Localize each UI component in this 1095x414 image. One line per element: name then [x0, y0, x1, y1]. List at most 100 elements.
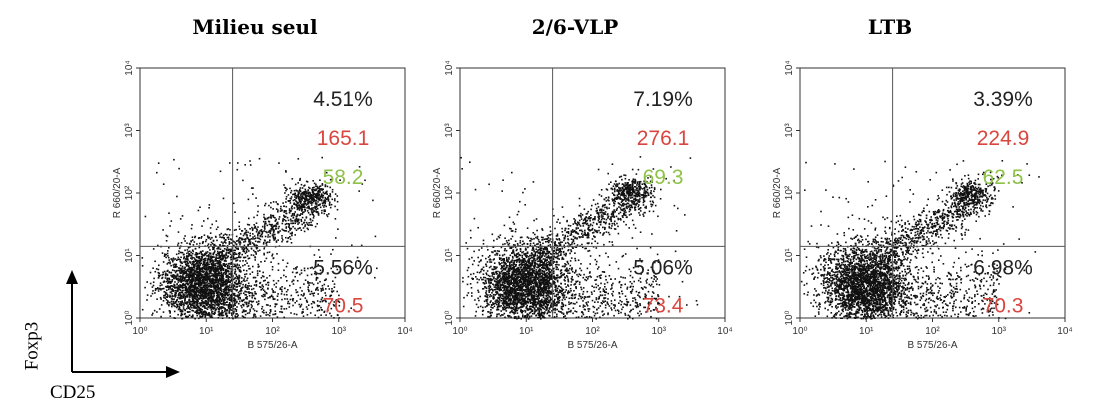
event-dot — [211, 267, 213, 269]
event-dot — [258, 266, 260, 268]
event-dot — [279, 230, 281, 232]
event-dot — [264, 260, 266, 262]
event-dot — [479, 261, 481, 263]
event-dot — [211, 280, 213, 282]
event-dot — [293, 280, 295, 282]
event-dot — [191, 289, 193, 291]
event-dot — [187, 251, 189, 253]
event-dot — [530, 243, 532, 245]
event-dot — [556, 295, 558, 297]
event-dot — [319, 196, 321, 198]
event-dot — [197, 271, 199, 273]
event-dot — [195, 253, 197, 255]
event-dot — [302, 217, 304, 219]
event-dot — [251, 305, 253, 307]
event-dot — [254, 259, 256, 261]
event-dot — [269, 296, 271, 298]
event-dot — [255, 277, 257, 279]
event-dot — [315, 289, 317, 291]
event-dot — [313, 215, 315, 217]
event-dot — [332, 249, 334, 251]
event-dot — [265, 236, 267, 238]
event-dot — [245, 314, 247, 316]
event-dot — [284, 294, 286, 296]
event-dot — [210, 232, 212, 234]
event-dot — [244, 264, 246, 266]
event-dot — [219, 283, 221, 285]
event-dot — [222, 277, 224, 279]
event-dot — [223, 235, 225, 237]
event-dot — [277, 293, 279, 295]
event-dot — [267, 282, 269, 284]
event-dot — [183, 254, 185, 256]
event-dot — [203, 285, 205, 287]
event-dot — [156, 172, 158, 174]
event-dot — [214, 307, 216, 309]
event-dot — [316, 205, 318, 207]
event-dot — [199, 274, 201, 276]
event-dot — [199, 281, 201, 283]
event-dot — [180, 301, 182, 303]
event-dot — [240, 256, 242, 258]
event-dot — [255, 197, 257, 199]
event-dot — [248, 199, 250, 201]
event-dot — [294, 213, 296, 215]
event-dot — [206, 301, 208, 303]
event-dot — [209, 252, 211, 254]
event-dot — [286, 189, 288, 191]
event-dot — [500, 310, 502, 312]
event-dot — [217, 284, 219, 286]
event-dot — [204, 288, 206, 290]
event-dot — [308, 222, 310, 224]
event-dot — [275, 310, 277, 312]
event-dot — [188, 300, 190, 302]
event-dot — [223, 238, 225, 240]
event-dot — [241, 301, 243, 303]
event-dot — [299, 196, 301, 198]
event-dot — [278, 162, 280, 164]
event-dot — [272, 292, 274, 294]
event-dot — [162, 229, 164, 231]
event-dot — [188, 247, 190, 249]
event-dot — [284, 216, 286, 218]
event-dot — [191, 307, 193, 309]
event-dot — [296, 201, 298, 203]
event-dot — [256, 231, 258, 233]
event-dot — [189, 295, 191, 297]
event-dot — [285, 201, 287, 203]
event-dot — [217, 266, 219, 268]
event-dot — [183, 303, 185, 305]
event-dot — [224, 308, 226, 310]
event-dot — [215, 256, 217, 258]
event-dot — [191, 228, 193, 230]
event-dot — [194, 318, 196, 320]
event-dot — [307, 210, 309, 212]
event-dot — [217, 295, 219, 297]
event-dot — [272, 314, 274, 316]
event-dot — [294, 220, 296, 222]
event-dot — [309, 282, 311, 284]
event-dot — [223, 307, 225, 309]
event-dot — [301, 221, 303, 223]
event-dot — [522, 244, 524, 246]
event-dot — [222, 294, 224, 296]
event-dot — [192, 251, 194, 253]
event-dot — [319, 301, 321, 303]
event-dot — [308, 284, 310, 286]
event-dot — [308, 304, 310, 306]
event-dot — [215, 308, 217, 310]
event-dot — [264, 205, 266, 207]
event-dot — [189, 296, 191, 298]
event-dot — [471, 287, 473, 289]
event-dot — [257, 229, 259, 231]
event-dot — [273, 232, 275, 234]
event-dot — [237, 169, 239, 171]
event-dot — [214, 250, 216, 252]
event-dot — [189, 288, 191, 290]
event-dot — [296, 206, 298, 208]
event-dot — [337, 228, 339, 230]
event-dot — [246, 230, 248, 232]
event-dot — [288, 220, 290, 222]
event-dot — [249, 242, 251, 244]
event-dot — [214, 305, 216, 307]
